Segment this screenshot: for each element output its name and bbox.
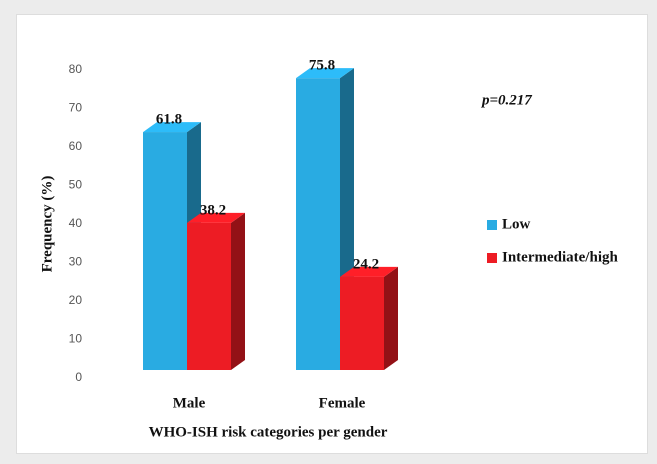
legend-swatch bbox=[487, 220, 497, 230]
y-tick-label: 40 bbox=[69, 216, 83, 230]
y-tick-label: 50 bbox=[69, 178, 83, 192]
y-tick-label: 20 bbox=[69, 293, 83, 307]
data-label: 24.2 bbox=[353, 256, 379, 272]
bar-top bbox=[187, 212, 245, 223]
bar-side bbox=[231, 212, 245, 370]
bar-top bbox=[340, 266, 398, 277]
annotation: p=0.217 bbox=[480, 92, 532, 108]
legend-label: Low bbox=[502, 216, 531, 232]
bar-top bbox=[143, 122, 201, 133]
data-label: 61.8 bbox=[156, 112, 182, 128]
y-tick-label: 80 bbox=[69, 62, 83, 76]
legend-label: Intermediate/high bbox=[502, 249, 618, 265]
y-tick-label: 10 bbox=[69, 332, 83, 346]
y-tick-label: 60 bbox=[69, 139, 83, 153]
y-tick-label: 0 bbox=[75, 370, 82, 384]
y-tick-label: 70 bbox=[69, 101, 83, 115]
bar bbox=[340, 276, 384, 370]
x-tick-label: Female bbox=[319, 395, 366, 411]
bar bbox=[187, 222, 231, 370]
bar bbox=[143, 132, 187, 370]
y-axis-title: Frequency (%) bbox=[39, 176, 55, 273]
y-tick-label: 30 bbox=[69, 255, 83, 269]
x-axis-title: WHO-ISH risk categories per gender bbox=[149, 424, 388, 440]
legend-swatch bbox=[487, 253, 497, 263]
data-label: 38.2 bbox=[200, 202, 226, 218]
data-label: 75.8 bbox=[309, 58, 335, 74]
bar-top bbox=[296, 68, 354, 79]
x-tick-label: Male bbox=[173, 395, 206, 411]
bar-side bbox=[384, 266, 398, 370]
bar bbox=[296, 78, 340, 371]
